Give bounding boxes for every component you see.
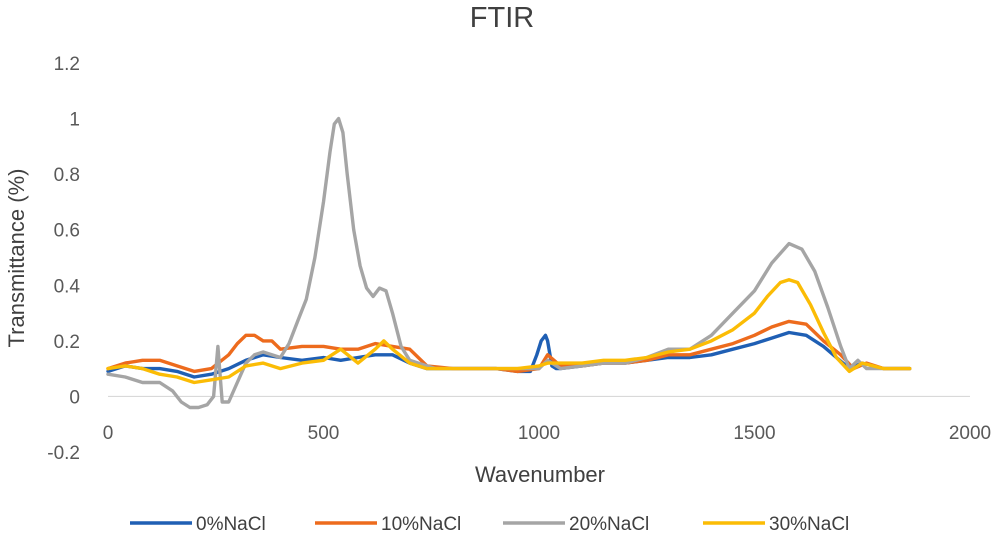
series-line-0pct-nacl — [106, 330, 912, 379]
legend: 0%NaCl 10%NaCl 20%NaCl 30%NaCl — [130, 514, 849, 535]
y-axis-ticks: -0.2 0 0.2 0.4 0.6 0.8 1 1.2 — [47, 54, 80, 464]
y-tick-label: 0.4 — [54, 276, 81, 297]
x-tick-label: 500 — [308, 423, 340, 444]
legend-item: 10%NaCl — [315, 514, 461, 535]
legend-item: 20%NaCl — [503, 514, 649, 535]
x-tick-label: 0 — [103, 423, 114, 444]
series-layer — [106, 116, 912, 410]
y-tick-label: -0.2 — [47, 443, 80, 464]
legend-label: 30%NaCl — [769, 514, 849, 535]
y-tick-label: 0.2 — [54, 332, 80, 353]
y-tick-label: 1 — [69, 110, 80, 131]
chart-title: FTIR — [470, 2, 534, 34]
legend-label: 20%NaCl — [569, 514, 649, 535]
y-tick-label: 0.8 — [54, 165, 80, 186]
legend-label: 10%NaCl — [381, 514, 461, 535]
x-tick-label: 1500 — [733, 423, 775, 444]
x-axis-ticks: 0 500 1000 1500 2000 — [103, 423, 991, 444]
x-tick-label: 1000 — [518, 423, 560, 444]
y-tick-label: 0.6 — [54, 221, 80, 242]
legend-item: 30%NaCl — [703, 514, 849, 535]
x-tick-label: 2000 — [949, 423, 991, 444]
series-line-20pct-nacl — [106, 116, 912, 410]
y-axis-title: Transmittance (%) — [4, 169, 29, 348]
legend-item: 0%NaCl — [130, 514, 266, 535]
y-tick-label: 1.2 — [54, 54, 80, 75]
plot-area — [106, 116, 970, 410]
series-line-30pct-nacl — [106, 278, 912, 385]
y-tick-label: 0 — [69, 387, 80, 408]
legend-label: 0%NaCl — [196, 514, 266, 535]
series-line-10pct-nacl — [106, 319, 912, 374]
x-axis-title: Wavenumber — [475, 462, 605, 487]
